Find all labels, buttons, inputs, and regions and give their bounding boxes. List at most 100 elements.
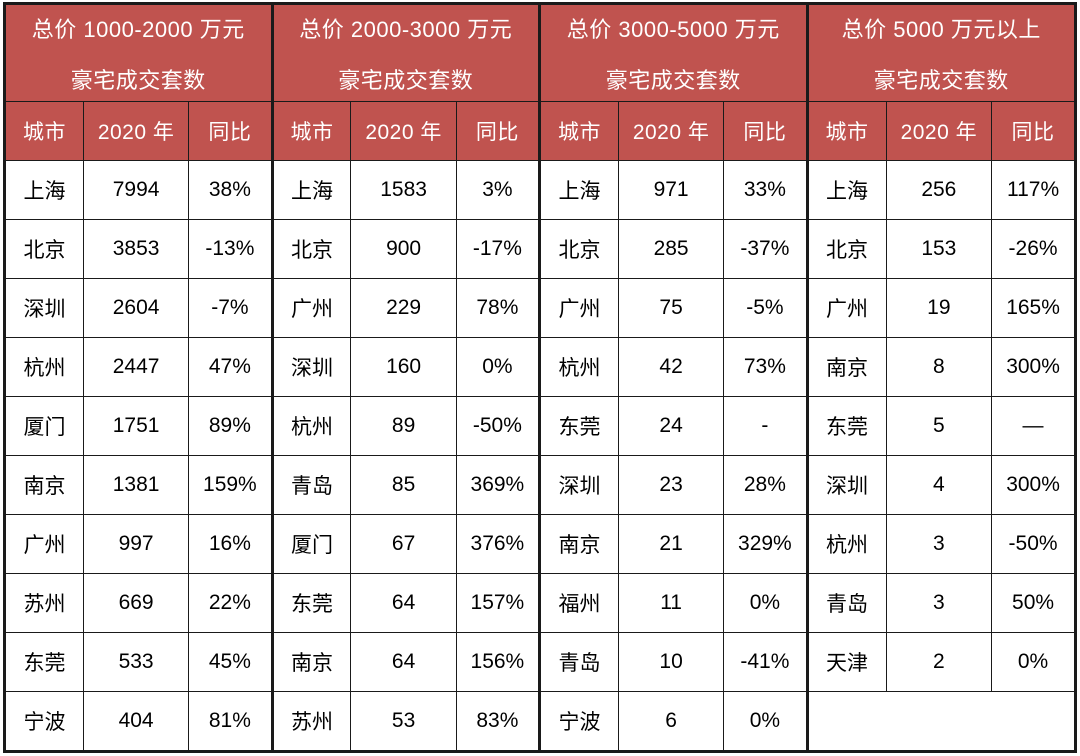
column-header-yoy: 同比 xyxy=(723,101,807,161)
column-header-city: 城市 xyxy=(5,101,84,161)
yoy-cell: 165% xyxy=(991,278,1075,338)
value-2020-cell: 160 xyxy=(350,337,457,397)
table-row: 东莞 533 45% xyxy=(5,632,272,692)
column-header-2020: 2020 年 xyxy=(350,101,457,161)
yoy-cell: -17% xyxy=(455,219,540,279)
column-header-row: 城市 2020 年 同比 xyxy=(807,101,1075,161)
city-cell: 深圳 xyxy=(272,337,352,397)
yoy-cell: 45% xyxy=(188,632,272,692)
empty-cell xyxy=(807,691,1075,751)
yoy-cell: 16% xyxy=(188,514,272,574)
yoy-cell: 73% xyxy=(723,337,807,397)
column-header-yoy: 同比 xyxy=(991,101,1075,161)
city-cell: 广州 xyxy=(807,278,887,338)
value-2020-cell: 1751 xyxy=(82,396,190,456)
yoy-cell: 0% xyxy=(723,691,807,751)
value-2020-cell: 89 xyxy=(350,396,457,456)
table-title: 总价 1000-2000 万元 豪宅成交套数 xyxy=(5,4,272,102)
table-title-line2: 豪宅成交套数 xyxy=(605,67,741,93)
city-cell: 南京 xyxy=(272,632,352,692)
column-header-city: 城市 xyxy=(540,101,619,161)
value-2020-cell: 3 xyxy=(885,514,993,574)
value-2020-cell: 1381 xyxy=(82,455,190,515)
table-row: 天津 2 0% xyxy=(807,632,1075,692)
value-2020-cell: 971 xyxy=(617,160,725,220)
value-2020-cell: 85 xyxy=(350,455,457,515)
city-cell: 青岛 xyxy=(807,573,887,633)
city-cell: 天津 xyxy=(807,632,887,692)
table-body: 上海 1583 3% 北京 900 -17% 广州 229 78% 深圳 160 0% 杭州 89 -50%… xyxy=(272,160,540,751)
table-row: 青岛 85 369% xyxy=(272,455,540,515)
table-row: 福州 11 0% xyxy=(540,573,807,633)
yoy-cell: 3% xyxy=(455,160,540,220)
city-cell: 东莞 xyxy=(272,573,352,633)
city-cell: 上海 xyxy=(807,160,887,220)
table-row: 杭州 89 -50% xyxy=(272,396,540,456)
table-row: 东莞 5— xyxy=(807,396,1075,456)
table-title-line1: 总价 2000-3000 万元 xyxy=(299,16,513,42)
yoy-cell: 28% xyxy=(723,455,807,515)
value-2020-cell: 19 xyxy=(885,278,993,338)
column-header-2020: 2020 年 xyxy=(885,101,993,161)
table-title-line2: 豪宅成交套数 xyxy=(70,67,206,93)
value-2020-cell: 42 xyxy=(617,337,725,397)
table-title-row: 总价 3000-5000 万元 豪宅成交套数 xyxy=(540,4,807,102)
yoy-cell: 0% xyxy=(455,337,540,397)
yoy-cell: 33% xyxy=(723,160,807,220)
table-title-row: 总价 2000-3000 万元 豪宅成交套数 xyxy=(272,4,540,102)
city-cell: 苏州 xyxy=(272,691,352,751)
price-band-table-1000-2000: 总价 1000-2000 万元 豪宅成交套数 城市 2020 年 同比 上海 79… xyxy=(5,4,273,751)
table-row: 广州 997 16% xyxy=(5,514,272,574)
yoy-cell: 369% xyxy=(455,455,540,515)
table-row: 厦门 1751 89% xyxy=(5,396,272,456)
table-body: 上海 971 33% 北京 285 -37% 广州 75 -5% 杭州 42 73% 东莞 24- 深圳 23… xyxy=(540,160,807,751)
city-cell: 深圳 xyxy=(807,455,887,515)
value-2020-cell: 4 xyxy=(885,455,993,515)
value-2020-cell: 2604 xyxy=(82,278,190,338)
table-row: 南京 64 156% xyxy=(272,632,540,692)
city-cell: 南京 xyxy=(807,337,887,397)
table-row: 青岛 10 -41% xyxy=(540,632,807,692)
table-body: 上海 7994 38% 北京 3853 -13% 深圳 2604 -7% 杭州 2447 47% 厦门 1… xyxy=(5,160,272,751)
table-row: 北京 153 -26% xyxy=(807,219,1075,279)
yoy-cell: 117% xyxy=(991,160,1075,220)
yoy-cell: 159% xyxy=(188,455,272,515)
city-cell: 杭州 xyxy=(272,396,352,456)
table-row: 北京 285 -37% xyxy=(540,219,807,279)
price-band-table-5000-plus: 总价 5000 万元以上 豪宅成交套数 城市 2020 年 同比 上海 256 11… xyxy=(807,4,1075,751)
yoy-cell: 0% xyxy=(991,632,1075,692)
city-cell: 北京 xyxy=(272,219,352,279)
table-row: 杭州 3 -50% xyxy=(807,514,1075,574)
yoy-cell: 329% xyxy=(723,514,807,574)
yoy-cell: 300% xyxy=(991,455,1075,515)
city-cell: 苏州 xyxy=(5,573,84,633)
yoy-cell: 81% xyxy=(188,691,272,751)
city-cell: 南京 xyxy=(540,514,619,574)
column-header-yoy: 同比 xyxy=(455,101,540,161)
table-row: 南京 1381 159% xyxy=(5,455,272,515)
table-row: 北京 900 -17% xyxy=(272,219,540,279)
yoy-cell: -26% xyxy=(991,219,1075,279)
yoy-cell: 156% xyxy=(455,632,540,692)
table-row: 上海 971 33% xyxy=(540,160,807,220)
table-title: 总价 3000-5000 万元 豪宅成交套数 xyxy=(540,4,807,102)
column-header-row: 城市 2020 年 同比 xyxy=(272,101,540,161)
table-row: 北京 3853 -13% xyxy=(5,219,272,279)
yoy-cell: 50% xyxy=(991,573,1075,633)
value-2020-cell: 3 xyxy=(885,573,993,633)
yoy-cell: 89% xyxy=(188,396,272,456)
value-2020-cell: 1583 xyxy=(350,160,457,220)
column-header-row: 城市 2020 年 同比 xyxy=(540,101,807,161)
city-cell: 杭州 xyxy=(540,337,619,397)
yoy-cell: 0% xyxy=(723,573,807,633)
city-cell: 厦门 xyxy=(5,396,84,456)
value-2020-cell: 8 xyxy=(885,337,993,397)
value-2020-cell: 75 xyxy=(617,278,725,338)
table-title-line1: 总价 3000-5000 万元 xyxy=(566,16,780,42)
value-2020-cell: 533 xyxy=(82,632,190,692)
table-row: 广州 19 165% xyxy=(807,278,1075,338)
table-row: 青岛 3 50% xyxy=(807,573,1075,633)
yoy-cell: - xyxy=(723,396,807,456)
city-cell: 广州 xyxy=(272,278,352,338)
value-2020-cell: 900 xyxy=(350,219,457,279)
